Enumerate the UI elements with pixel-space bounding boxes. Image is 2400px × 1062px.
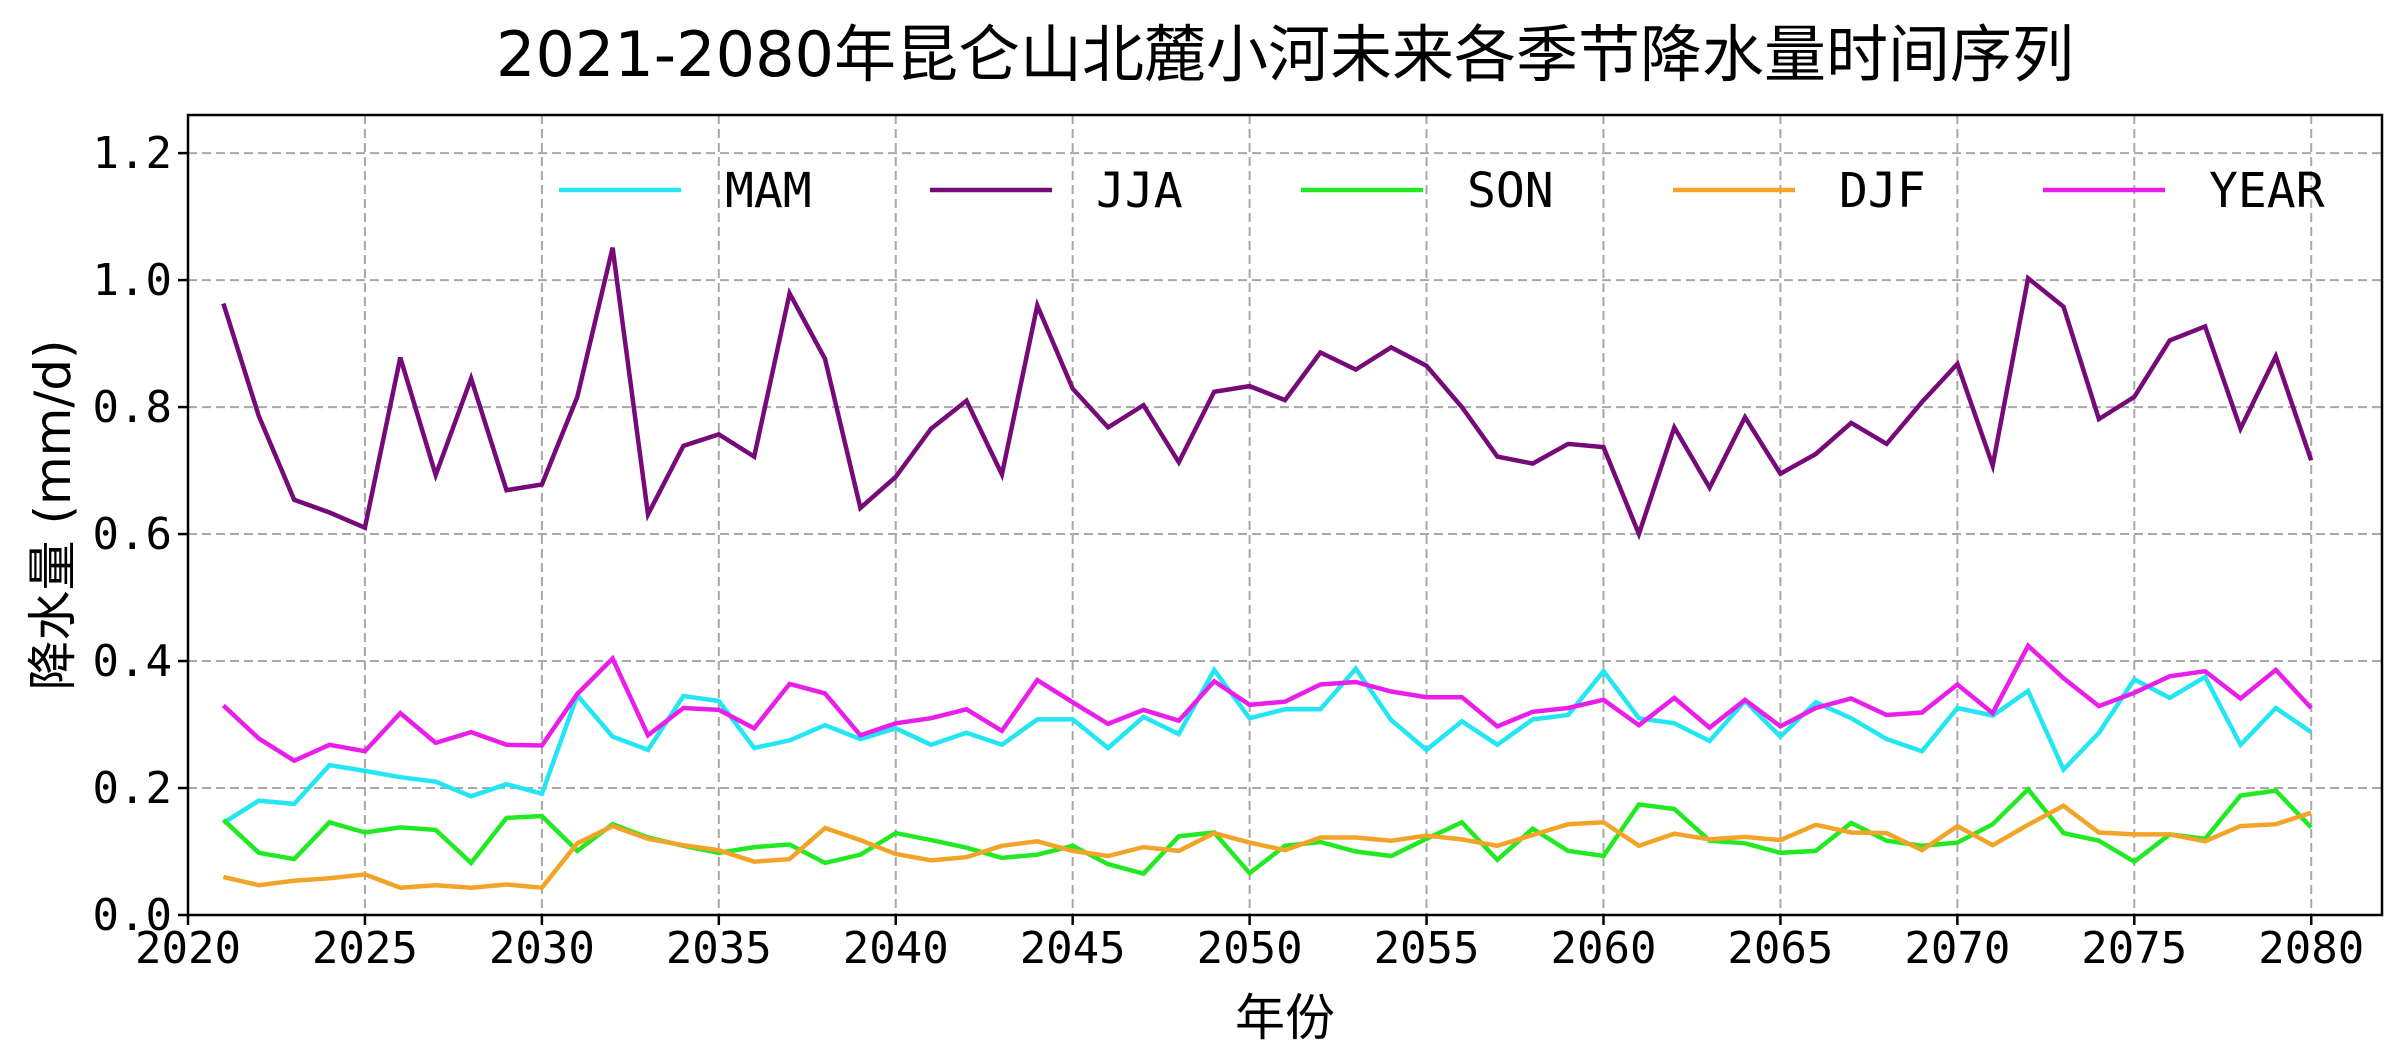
axis-ticks: 2020 2025 2030 2035 2040 2045 2050 2055 2060 2065… bbox=[93, 128, 2365, 974]
x-tick-label: 2070 bbox=[1904, 923, 2010, 974]
y-tick-label: 0.4 bbox=[93, 636, 172, 687]
x-tick-label: 2080 bbox=[2258, 923, 2364, 974]
y-tick-label: 1.2 bbox=[93, 128, 172, 179]
plot-frame bbox=[186, 113, 2384, 917]
x-tick-label: 2035 bbox=[666, 923, 772, 974]
series-lines bbox=[221, 247, 2314, 891]
series-line-son bbox=[221, 785, 2313, 877]
series-line-jja bbox=[221, 247, 2314, 541]
chart-title: 2021-2080年昆仑山北麓小河未来各季节降水量时间序列 bbox=[496, 18, 2074, 91]
y-axis-label: 降水量 (mm/d) bbox=[24, 340, 82, 691]
x-tick-label: 2075 bbox=[2081, 923, 2187, 974]
x-tick-label: 2055 bbox=[1374, 923, 1480, 974]
y-tick-label: 0.6 bbox=[93, 509, 172, 560]
x-tick-label: 2030 bbox=[489, 923, 595, 974]
x-axis-label: 年份 bbox=[1235, 989, 1335, 1047]
series-line-mam bbox=[222, 665, 2313, 825]
legend-label-jja: JJA bbox=[1096, 163, 1183, 219]
x-tick-label: 2025 bbox=[312, 923, 418, 974]
x-tick-label: 2050 bbox=[1197, 923, 1303, 974]
legend-label-djf: DJF bbox=[1839, 163, 1926, 219]
x-tick-label: 2045 bbox=[1020, 923, 1126, 974]
x-tick-label: 2040 bbox=[843, 923, 949, 974]
x-tick-label: 2060 bbox=[1550, 923, 1656, 974]
grid bbox=[187, 115, 2382, 916]
legend: MAM JJA SON DJF YEAR bbox=[559, 163, 2325, 219]
series-line-djf bbox=[222, 803, 2312, 891]
x-tick-label: 2065 bbox=[1727, 923, 1833, 974]
legend-label-mam: MAM bbox=[725, 163, 812, 219]
legend-label-year: YEAR bbox=[2209, 163, 2325, 219]
y-tick-label: 0.2 bbox=[93, 763, 172, 814]
y-tick-label: 0.8 bbox=[93, 382, 172, 433]
y-tick-label: 1.0 bbox=[93, 255, 172, 306]
legend-label-son: SON bbox=[1467, 163, 1554, 219]
series-line-year bbox=[221, 642, 2313, 764]
x-tick-label: 2020 bbox=[135, 923, 241, 974]
y-tick-label: 0.0 bbox=[93, 890, 172, 941]
